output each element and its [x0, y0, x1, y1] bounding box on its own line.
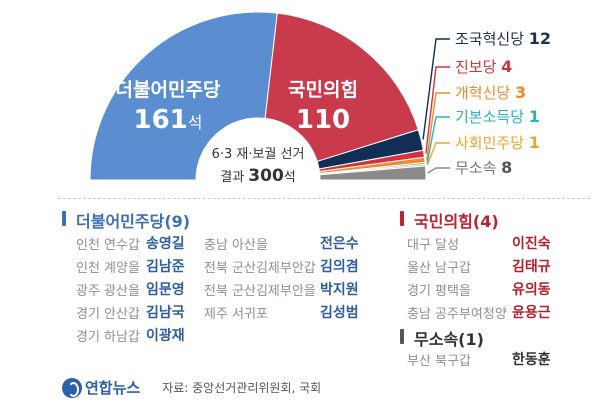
dem-winners-title: 더불어민주당(9)	[62, 208, 190, 232]
winner-name: 전은수	[320, 236, 359, 252]
winner-name: 이광재	[146, 328, 185, 344]
winner-row: 경기 하남갑 이광재	[76, 326, 185, 345]
legend-item-2: 개혁신당 3	[455, 82, 526, 103]
winner-name: 박지원	[320, 282, 359, 298]
winner-row: 인천 계양을 김남준	[76, 257, 185, 276]
district-name: 제주 서귀포	[204, 307, 268, 322]
leader-line-5	[427, 167, 450, 174]
district-name: 광주 광산을	[76, 284, 140, 299]
legend-item-3: 기본소득당 1	[455, 106, 540, 127]
legend-seat-count: 1	[528, 133, 540, 152]
winner-row: 경기 평택을 유의동	[407, 280, 551, 299]
slice-7	[319, 165, 427, 181]
legend-seat-count: 4	[501, 57, 513, 76]
legend-seat-count: 12	[528, 29, 552, 48]
winner-row: 인천 연수갑 송영길	[76, 234, 185, 253]
winner-name: 임문영	[146, 282, 185, 298]
winner-row: 충남 공주부여청양 윤용근	[407, 303, 551, 322]
source-note: 자료: 중앙선거관리위원회, 국회	[162, 381, 322, 395]
legend-item-5: 무소속 8	[455, 157, 512, 178]
leader-line-1	[425, 66, 450, 154]
district-name: 전북 군산김제부안갑	[204, 261, 316, 276]
leader-line-3	[426, 116, 450, 164]
winner-name: 윤용근	[512, 305, 551, 321]
winner-name: 이진숙	[512, 236, 551, 252]
winner-row: 전북 군산김제부안갑 김의겸	[204, 257, 359, 276]
legend-party-name: 조국혁신당	[455, 30, 529, 48]
winner-row: 대구 달성 이진숙	[407, 234, 551, 253]
winner-name: 김태규	[512, 259, 551, 275]
ppp-winners-title: 국민의힘(4)	[400, 208, 499, 232]
ppp-arc-count: 110	[296, 105, 350, 135]
center-total-prefix: 결과	[220, 170, 248, 185]
winner-row: 울산 남구갑 김태규	[407, 257, 551, 276]
dem-arc-unit: 석	[188, 113, 203, 132]
center-total-label: 결과 300석	[220, 166, 296, 186]
winner-row: 광주 광산을 임문영	[76, 280, 185, 299]
ind-winners-title: 무소속(1)	[400, 326, 484, 350]
winner-name: 김성범	[320, 305, 359, 321]
yonhap-logo-text: 연합뉴스	[85, 379, 141, 397]
winner-row: 제주 서귀포 김성범	[204, 303, 359, 322]
district-name: 충남 아산을	[204, 238, 268, 253]
chart-slices	[89, 11, 427, 181]
section-divider	[58, 198, 590, 199]
district-name: 울산 남구갑	[407, 261, 471, 276]
center-total-suffix: 석	[284, 170, 296, 185]
center-election-name: 6·3 재·보궐 선거	[212, 147, 305, 162]
winner-name: 김의겸	[320, 259, 359, 275]
footer: 연합뉴스 자료: 중앙선거관리위원회, 국회	[62, 377, 321, 398]
leader-line-0	[422, 38, 450, 140]
dem-winners-block: 더불어민주당(9)	[62, 208, 190, 236]
legend-party-name: 진보당	[455, 58, 502, 76]
district-name: 경기 평택을	[407, 284, 471, 299]
legend-item-4: 사회민주당 1	[455, 132, 540, 153]
dem-arc-count-label: 161석	[133, 105, 202, 135]
district-name: 부산 북구갑	[407, 354, 471, 369]
legend-item-1: 진보당 4	[455, 56, 512, 77]
leader-line-4	[426, 142, 450, 166]
winner-row: 충남 아산을 전은수	[204, 234, 359, 253]
district-name: 전북 군산김제부안을	[204, 284, 316, 299]
legend-seat-count: 3	[514, 83, 527, 102]
legend-party-name: 기본소득당	[455, 108, 529, 126]
leader-line-2	[426, 92, 450, 160]
slice-0	[89, 11, 278, 181]
legend-party-name: 개혁신당	[455, 84, 515, 102]
district-name: 대구 달성	[407, 238, 459, 253]
ppp-winners-block: 국민의힘(4)	[400, 208, 499, 236]
winner-row: 경기 안산갑 김남국	[76, 303, 185, 322]
district-name: 충남 공주부여청양	[407, 307, 507, 322]
legend-party-name: 사회민주당	[455, 134, 529, 152]
yonhap-logo-icon	[62, 377, 82, 398]
ppp-arc-name: 국민의힘	[288, 79, 358, 101]
legend-seat-count: 1	[528, 107, 540, 126]
winner-name: 김남국	[146, 305, 185, 321]
slice-1	[264, 12, 419, 163]
winner-row: 전북 군산김제부안을 박지원	[204, 280, 359, 299]
legend-party-name: 무소속	[455, 159, 502, 177]
winner-name: 한동훈	[512, 352, 551, 368]
ind-winners-block: 무소속(1)	[400, 326, 484, 354]
district-name: 경기 하남갑	[76, 330, 140, 345]
winner-name: 송영길	[146, 236, 185, 252]
district-name: 인천 연수갑	[76, 238, 140, 253]
legend-leader-lines	[422, 38, 450, 174]
dem-arc-count: 161	[133, 105, 187, 135]
winner-row: 부산 북구갑 한동훈	[407, 350, 551, 369]
center-total-number: 300	[248, 166, 284, 186]
legend-seat-count: 8	[501, 158, 513, 177]
district-name: 인천 계양을	[76, 261, 140, 276]
winner-name: 김남준	[146, 259, 185, 275]
dem-arc-name: 더불어민주당	[116, 79, 221, 101]
district-name: 경기 안산갑	[76, 307, 140, 322]
winner-name: 유의동	[512, 282, 551, 298]
legend-item-0: 조국혁신당 12	[455, 28, 551, 49]
